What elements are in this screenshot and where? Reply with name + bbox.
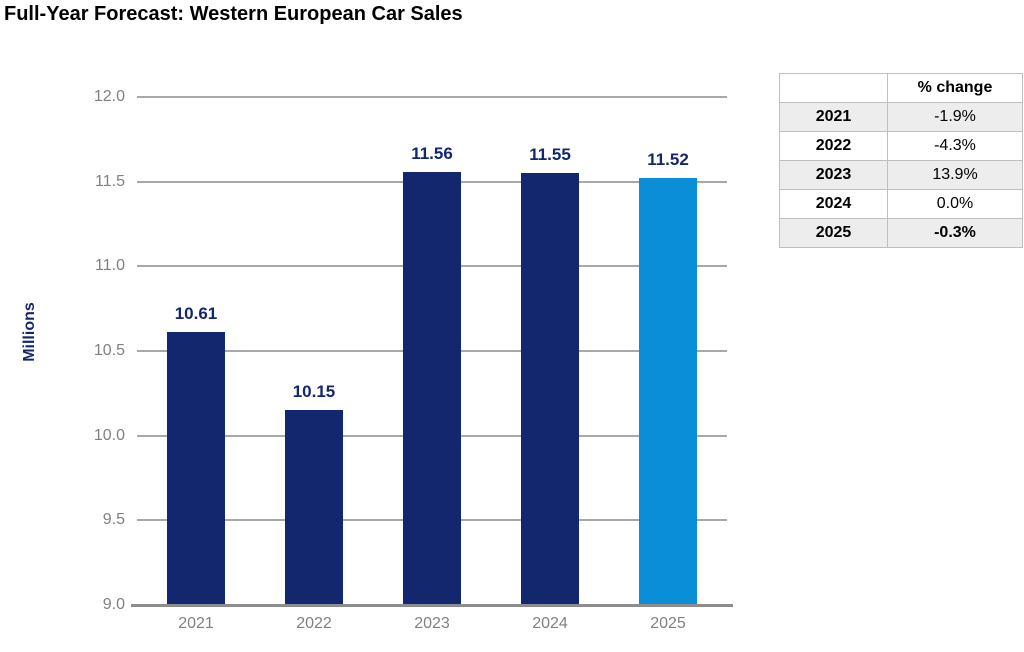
y-tick-label: 10.5 — [93, 342, 125, 359]
bar-2021 — [167, 332, 225, 605]
x-tick-label: 2023 — [414, 615, 450, 632]
bar-value-label: 11.56 — [411, 144, 453, 163]
table-year-cell: 2022 — [779, 131, 888, 161]
y-tick-label: 11.0 — [95, 257, 125, 274]
bar-2025 — [639, 178, 697, 605]
bar-value-label: 11.52 — [647, 150, 689, 169]
table-year-cell: 2023 — [779, 160, 888, 190]
table-row-2021: 2021 -1.9% — [779, 102, 1023, 132]
table-change-cell: 0.0% — [887, 189, 1023, 219]
percent-change-table: % change 2021 -1.9% 2022 -4.3% 2023 13.9% 2024… — [779, 73, 1023, 248]
table-row-2023: 2023 13.9% — [779, 160, 1023, 190]
plot-area: 10.61 10.15 11.56 11.55 11.52 — [131, 96, 733, 607]
bar-value-label: 10.61 — [174, 304, 218, 323]
table-change-cell: -1.9% — [887, 102, 1023, 132]
x-tick-label: 2024 — [532, 615, 568, 632]
table-year-cell: 2021 — [779, 102, 888, 132]
y-tick-label: 9.0 — [102, 596, 125, 613]
gridline — [137, 96, 727, 98]
bar-value-label: 10.15 — [292, 382, 336, 401]
table-change-cell: 13.9% — [887, 160, 1023, 190]
table-header-change: % change — [887, 73, 1023, 103]
y-axis-tick-labels: 12.0 11.5 11.0 10.5 10.0 9.5 9.0 — [0, 88, 125, 613]
x-axis-tick-labels: 2021 2022 2023 2024 2025 — [137, 615, 727, 633]
table-change-cell: -4.3% — [887, 131, 1023, 161]
table-change-cell: -0.3% — [887, 218, 1023, 248]
x-tick-label: 2025 — [650, 615, 686, 632]
table-row-2022: 2022 -4.3% — [779, 131, 1023, 161]
table-row-2024: 2024 0.0% — [779, 189, 1023, 219]
y-tick-label: 9.5 — [102, 511, 125, 528]
table-header: % change — [779, 73, 1023, 103]
bar-2023 — [403, 172, 461, 605]
bar-value-label: 11.55 — [529, 145, 571, 164]
bar-2024 — [521, 173, 579, 605]
table-header-row: % change — [779, 73, 1023, 103]
table-row-2025: 2025 -0.3% — [779, 218, 1023, 248]
y-tick-label: 11.5 — [95, 173, 125, 190]
page-title: Full-Year Forecast: Western European Car… — [4, 3, 463, 25]
table-year-cell: 2025 — [779, 218, 888, 248]
table-corner-cell — [779, 73, 888, 103]
y-tick-label: 12.0 — [93, 88, 125, 105]
table-year-cell: 2024 — [779, 189, 888, 219]
table-body: 2021 -1.9% 2022 -4.3% 2023 13.9% 2024 0.0% 2025-… — [779, 102, 1023, 248]
x-tick-label: 2021 — [178, 615, 214, 632]
x-axis-line — [131, 604, 733, 607]
y-tick-label: 10.0 — [93, 427, 125, 444]
x-tick-label: 2022 — [296, 615, 332, 632]
bar-2022 — [285, 410, 343, 605]
